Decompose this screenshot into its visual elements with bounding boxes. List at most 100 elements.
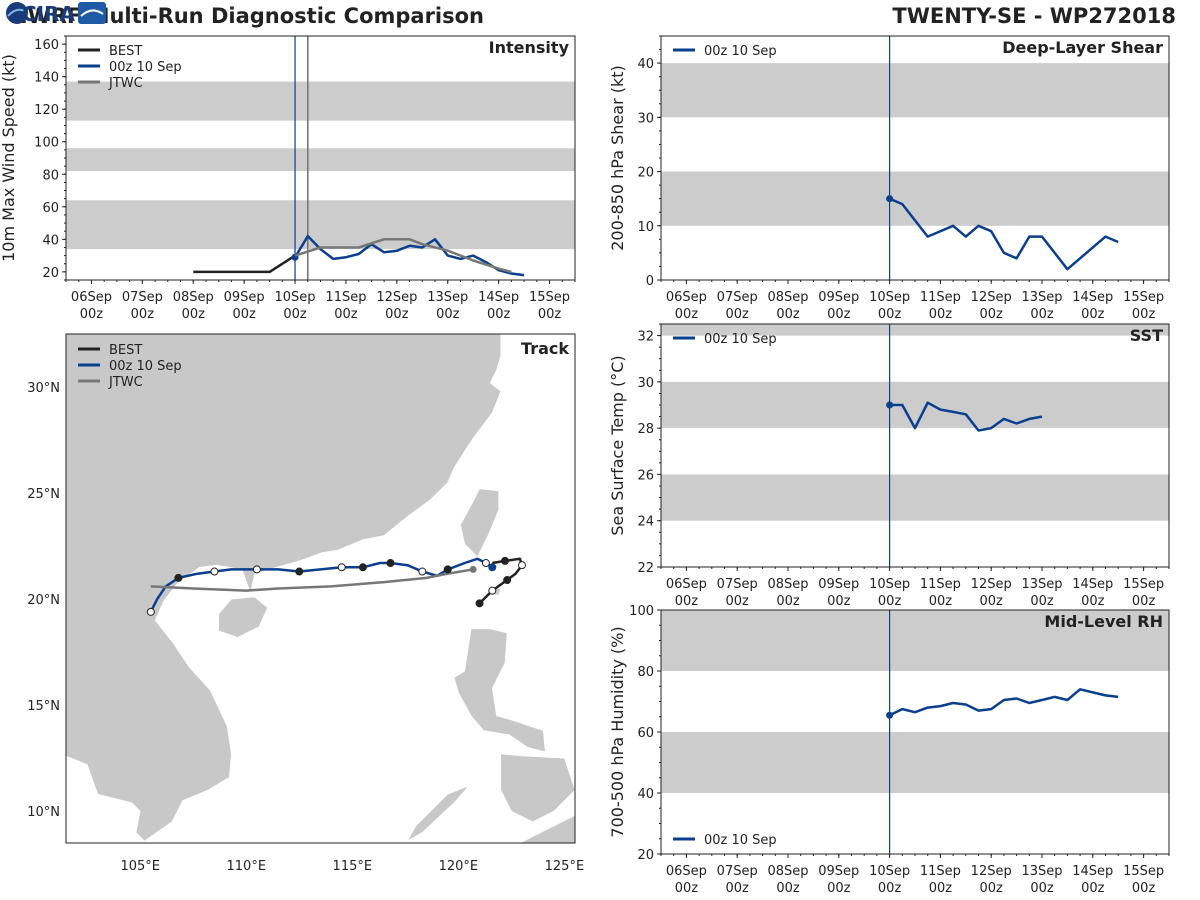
y-axis-label: 200-850 hPa Shear (kt) bbox=[608, 65, 627, 251]
y-tick-label: 60 bbox=[42, 201, 59, 216]
panel-title: SST bbox=[1130, 326, 1163, 345]
land-visayas bbox=[500, 753, 575, 823]
legend-label-best: BEST bbox=[109, 343, 142, 358]
panel-title: Intensity bbox=[489, 38, 570, 57]
x-tick-hour: 00z bbox=[980, 307, 1004, 322]
land-mainland-asia bbox=[66, 334, 502, 842]
y-tick-label: 40 bbox=[637, 787, 654, 802]
x-tick-hour: 00z bbox=[827, 594, 851, 609]
track-time-marker bbox=[174, 573, 183, 582]
y-tick-label: 20 bbox=[637, 166, 654, 181]
x-tick-day: 14Sep bbox=[1072, 290, 1113, 305]
x-tick-hour: 00z bbox=[232, 307, 256, 322]
jtwc-start-point bbox=[469, 565, 477, 573]
best-track-marker bbox=[488, 586, 497, 595]
panel-title: Deep-Layer Shear bbox=[1002, 38, 1163, 57]
best-track-marker bbox=[475, 599, 484, 608]
x-tick-day: 13Sep bbox=[1021, 290, 1062, 305]
y-tick-label: 30 bbox=[637, 376, 654, 391]
legend-label-jtwc: JTWC bbox=[108, 76, 143, 91]
x-tick-day: 15Sep bbox=[1123, 864, 1164, 879]
x-tick-day: 07Sep bbox=[717, 290, 758, 305]
lat-tick-label: 10°N bbox=[27, 805, 60, 820]
best-track-marker bbox=[517, 561, 526, 570]
logo-text: CIRA bbox=[22, 2, 76, 26]
x-tick-day: 15Sep bbox=[1123, 290, 1164, 305]
x-tick-hour: 00z bbox=[1132, 307, 1156, 322]
land-palawan bbox=[406, 785, 470, 842]
x-tick-day: 12Sep bbox=[376, 290, 417, 305]
x-tick-day: 15Sep bbox=[1123, 577, 1164, 592]
x-tick-day: 11Sep bbox=[920, 290, 961, 305]
y-tick-label: 30 bbox=[637, 111, 654, 126]
y-tick-label: 26 bbox=[637, 468, 654, 483]
shaded-band bbox=[661, 474, 1169, 521]
legend-label-best: BEST bbox=[109, 44, 142, 59]
x-tick-day: 11Sep bbox=[920, 577, 961, 592]
track-time-marker bbox=[386, 559, 395, 568]
x-tick-hour: 00z bbox=[776, 594, 800, 609]
y-tick-label: 10 bbox=[637, 220, 654, 235]
y-tick-label: 32 bbox=[637, 330, 654, 345]
x-tick-hour: 00z bbox=[1132, 881, 1156, 896]
series-start-point bbox=[886, 711, 894, 719]
legend-label-run: 00z 10 Sep bbox=[109, 60, 182, 75]
storm-id: TWENTY-SE - WP272018 bbox=[892, 4, 1176, 28]
x-tick-hour: 00z bbox=[1030, 307, 1054, 322]
x-tick-day: 06Sep bbox=[666, 577, 707, 592]
shaded-band bbox=[66, 200, 575, 250]
y-tick-label: 20 bbox=[42, 266, 59, 281]
y-tick-label: 40 bbox=[637, 57, 654, 72]
x-tick-hour: 00z bbox=[980, 881, 1004, 896]
x-tick-hour: 00z bbox=[538, 307, 562, 322]
x-tick-hour: 00z bbox=[980, 594, 1004, 609]
x-tick-hour: 00z bbox=[675, 307, 699, 322]
plot-frame bbox=[660, 323, 1170, 568]
x-tick-hour: 00z bbox=[878, 594, 902, 609]
x-tick-day: 11Sep bbox=[920, 864, 961, 879]
land-hainan bbox=[218, 596, 268, 638]
x-tick-day: 07Sep bbox=[717, 577, 758, 592]
legend-label-run: 00z 10 Sep bbox=[109, 359, 182, 374]
x-tick-day: 06Sep bbox=[666, 864, 707, 879]
track-time-marker bbox=[146, 607, 155, 616]
y-tick-label: 100 bbox=[34, 136, 59, 151]
x-tick-hour: 00z bbox=[487, 307, 511, 322]
best-track-marker bbox=[501, 556, 510, 565]
x-tick-day: 07Sep bbox=[122, 290, 163, 305]
series-line-00z-10-sep bbox=[889, 197, 1119, 271]
x-tick-day: 08Sep bbox=[767, 864, 808, 879]
track-line-jtwc bbox=[150, 568, 474, 592]
x-tick-day: 09Sep bbox=[818, 290, 859, 305]
y-tick-label: 0 bbox=[646, 274, 654, 289]
x-tick-hour: 00z bbox=[675, 594, 699, 609]
land-luzon bbox=[453, 628, 546, 753]
lon-tick-label: 105°E bbox=[120, 859, 160, 874]
x-tick-day: 13Sep bbox=[1021, 864, 1062, 879]
y-tick-label: 80 bbox=[42, 168, 59, 183]
x-tick-day: 08Sep bbox=[173, 290, 214, 305]
track-time-marker bbox=[252, 565, 261, 574]
map-frame bbox=[65, 333, 576, 844]
x-tick-day: 12Sep bbox=[971, 864, 1012, 879]
x-tick-day: 10Sep bbox=[869, 577, 910, 592]
x-tick-hour: 00z bbox=[827, 881, 851, 896]
x-tick-day: 14Sep bbox=[1072, 864, 1113, 879]
lat-tick-label: 20°N bbox=[27, 593, 60, 608]
track-time-marker bbox=[295, 567, 304, 576]
lat-tick-label: 15°N bbox=[27, 699, 60, 714]
x-tick-day: 14Sep bbox=[1072, 577, 1113, 592]
series-line-jtwc bbox=[294, 238, 512, 274]
series-line-00z-10-sep bbox=[889, 401, 1043, 432]
cira-logo: CIRA bbox=[6, 2, 106, 26]
track-time-marker bbox=[481, 559, 490, 568]
shaded-band bbox=[661, 171, 1169, 226]
track-time-marker bbox=[337, 563, 346, 572]
y-tick-label: 80 bbox=[637, 665, 654, 680]
x-tick-day: 08Sep bbox=[767, 577, 808, 592]
panel-sst: 22 24 26 28 30 32 06Sep 00z 07Sep 00z 08Sep 00z 09Se… bbox=[608, 323, 1170, 609]
x-tick-day: 13Sep bbox=[427, 290, 468, 305]
track-time-marker bbox=[443, 565, 452, 574]
x-tick-hour: 00z bbox=[726, 881, 750, 896]
run-start-point bbox=[488, 563, 497, 572]
